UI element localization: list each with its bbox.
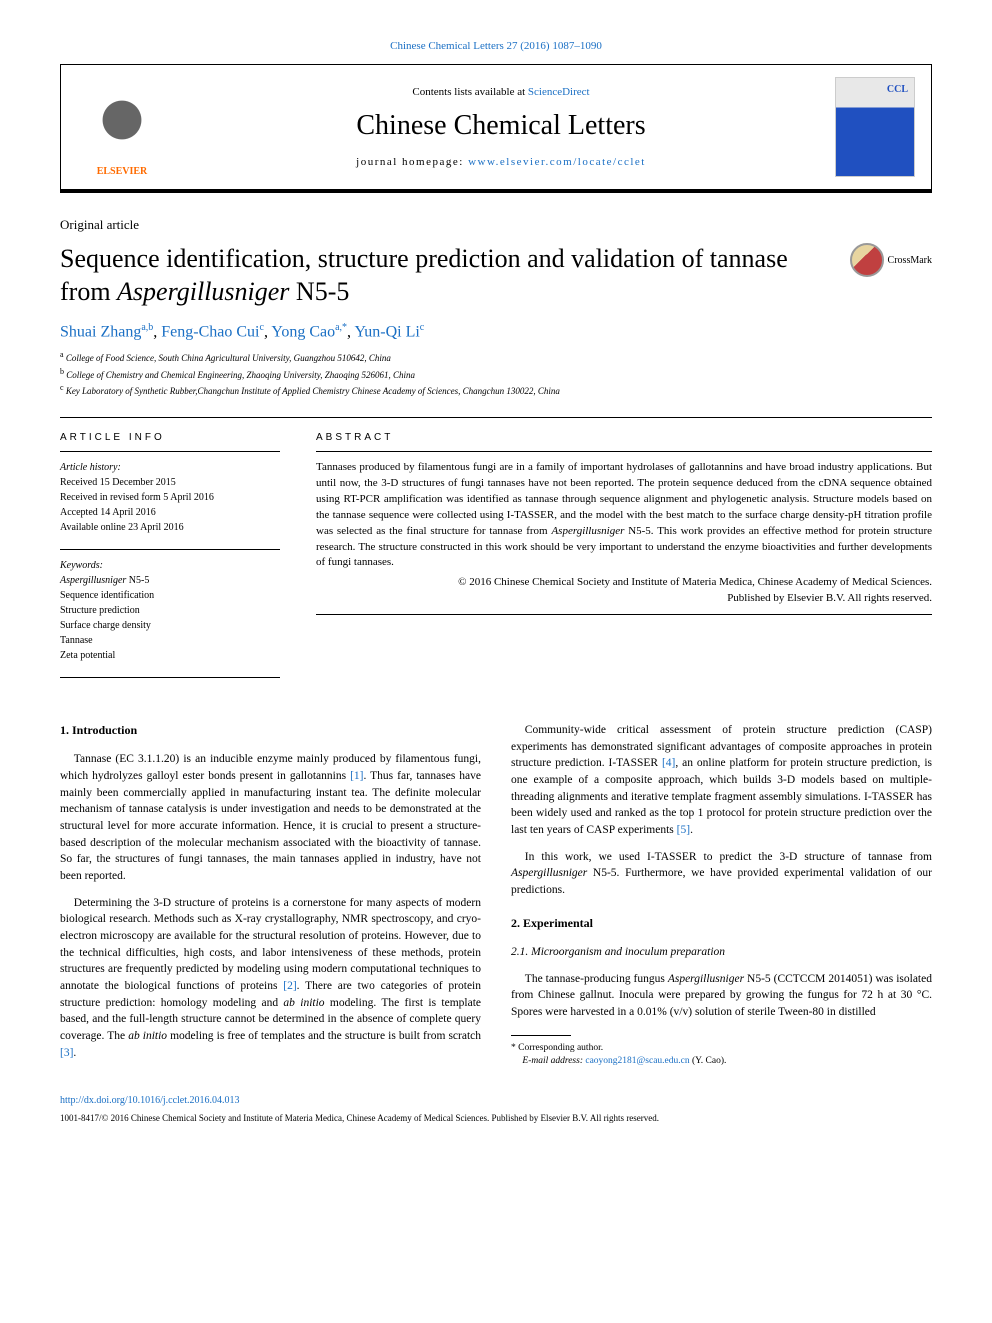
keywords-label: Keywords: (60, 558, 280, 573)
journal-reference: Chinese Chemical Letters 27 (2016) 1087–… (60, 40, 932, 52)
title-text-2: N5-5 (289, 277, 349, 306)
footnote-email-name: (Y. Cao). (692, 1056, 726, 1066)
author-link[interactable]: Shuai Zhang (60, 323, 141, 340)
info-divider (60, 677, 280, 678)
homepage-prefix: journal homepage: (356, 156, 468, 168)
author-link[interactable]: Yong Cao (271, 323, 335, 340)
author-affil-sup: a,* (335, 322, 347, 333)
body-paragraph: The tannase-producing fungus Aspergillus… (511, 971, 932, 1021)
journal-title: Chinese Chemical Letters (167, 110, 835, 142)
keyword-item: Tannase (60, 633, 280, 648)
journal-cover-thumbnail (835, 77, 915, 177)
page-footer: http://dx.doi.org/10.1016/j.cclet.2016.0… (60, 1090, 932, 1125)
info-divider (60, 549, 280, 550)
section-heading: 2. Experimental (511, 915, 932, 932)
history-item: Received in revised form 5 April 2016 (60, 490, 280, 505)
journal-header: ELSEVIER Contents lists available at Sci… (60, 64, 932, 193)
elsevier-logo: ELSEVIER (77, 77, 167, 177)
authors-line: Shuai Zhanga,b, Feng-Chao Cuic, Yong Cao… (60, 322, 932, 341)
doi-link[interactable]: http://dx.doi.org/10.1016/j.cclet.2016.0… (60, 1095, 240, 1106)
author-link[interactable]: Feng-Chao Cui (161, 323, 259, 340)
body-paragraph: In this work, we used I-TASSER to predic… (511, 849, 932, 899)
keyword-item: Aspergillusniger N5-5 (60, 573, 280, 588)
article-info-block: ARTICLE INFO Article history: Received 1… (60, 432, 280, 686)
subsection-heading: 2.1. Microorganism and inoculum preparat… (511, 944, 932, 961)
abstract-block: ABSTRACT Tannases produced by filamentou… (316, 432, 932, 686)
abstract-text: Tannases produced by filamentous fungi a… (316, 460, 932, 572)
keyword-item: Surface charge density (60, 618, 280, 633)
author-link[interactable]: Yun-Qi Li (354, 323, 419, 340)
author-affil-sup: c (260, 322, 264, 333)
journal-homepage-line: journal homepage: www.elsevier.com/locat… (167, 156, 835, 168)
history-label: Article history: (60, 460, 280, 475)
sciencedirect-link[interactable]: ScienceDirect (528, 86, 590, 98)
footnote-corr: * Corresponding author. (511, 1042, 932, 1055)
affil-text: College of Chemistry and Chemical Engine… (66, 370, 415, 380)
elsevier-tree-icon (87, 92, 157, 162)
footnote-email-link[interactable]: caoyong2181@scau.edu.cn (585, 1056, 689, 1066)
article-title: Sequence identification, structure predi… (60, 243, 834, 308)
contents-available-line: Contents lists available at ScienceDirec… (167, 86, 835, 98)
footnote-email-label: E-mail address: (522, 1056, 583, 1066)
section-heading: 1. Introduction (60, 722, 481, 739)
body-paragraph: Determining the 3-D structure of protein… (60, 895, 481, 1062)
keyword-item: Structure prediction (60, 603, 280, 618)
affiliations: a College of Food Science, South China A… (60, 349, 932, 399)
title-species: Aspergillusniger (117, 277, 289, 306)
citation-link[interactable]: [4] (662, 757, 675, 769)
abstract-divider (316, 451, 932, 452)
footer-copyright: 1001-8417/© 2016 Chinese Chemical Societ… (60, 1112, 932, 1125)
keyword-item: Sequence identification (60, 588, 280, 603)
affil-text: College of Food Science, South China Agr… (66, 353, 391, 363)
affil-sup: c (60, 383, 64, 392)
citation-link[interactable]: [5] (677, 824, 690, 836)
history-item: Available online 23 April 2016 (60, 520, 280, 535)
citation-link[interactable]: [2] (283, 980, 296, 992)
affil-sup: b (60, 367, 64, 376)
affil-sup: a (60, 350, 64, 359)
article-body: 1. Introduction Tannase (EC 3.1.1.20) is… (60, 722, 932, 1070)
divider (60, 417, 932, 418)
history-item: Received 15 December 2015 (60, 475, 280, 490)
crossmark-icon (850, 243, 884, 277)
crossmark-badge[interactable]: CrossMark (850, 243, 932, 277)
author-affil-sup: c (420, 322, 424, 333)
info-divider (60, 451, 280, 452)
abstract-divider (316, 614, 932, 615)
citation-link[interactable]: [1] (350, 770, 363, 782)
corresponding-author-footnote: * Corresponding author. E-mail address: … (511, 1042, 932, 1069)
crossmark-label: CrossMark (888, 255, 932, 266)
article-type: Original article (60, 217, 932, 233)
contents-prefix: Contents lists available at (412, 86, 527, 98)
author-affil-sup: a,b (141, 322, 153, 333)
history-item: Accepted 14 April 2016 (60, 505, 280, 520)
elsevier-text: ELSEVIER (97, 166, 148, 177)
citation-link[interactable]: [3] (60, 1047, 73, 1059)
affil-text: Key Laboratory of Synthetic Rubber,Chang… (66, 386, 560, 396)
journal-homepage-link[interactable]: www.elsevier.com/locate/cclet (468, 156, 646, 168)
footnote-separator (511, 1035, 571, 1036)
article-info-heading: ARTICLE INFO (60, 432, 280, 443)
keyword-item: Zeta potential (60, 648, 280, 663)
abstract-copyright: © 2016 Chinese Chemical Society and Inst… (316, 575, 932, 606)
body-paragraph: Tannase (EC 3.1.1.20) is an inducible en… (60, 751, 481, 884)
body-paragraph: Community-wide critical assessment of pr… (511, 722, 932, 839)
abstract-heading: ABSTRACT (316, 432, 932, 443)
